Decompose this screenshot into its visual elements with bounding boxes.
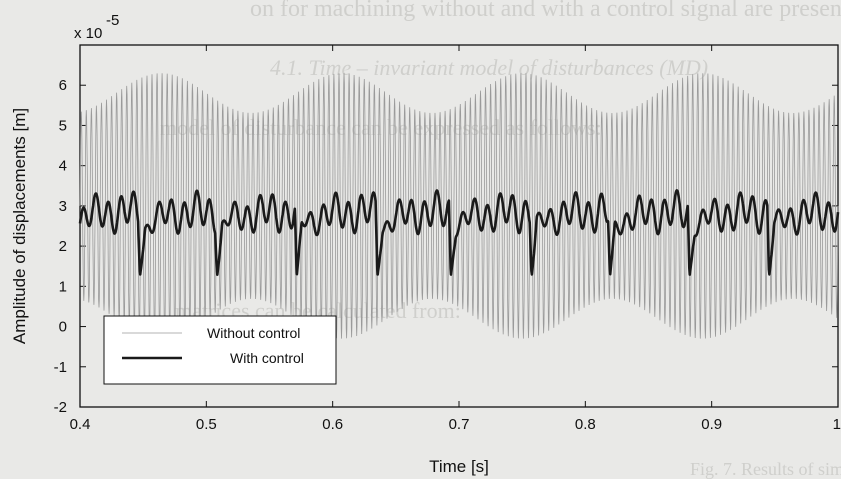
x-tick-label: 0.6 xyxy=(322,416,343,433)
y-tick-label: 5 xyxy=(59,117,67,134)
exponent-value: -5 xyxy=(106,12,119,29)
bleed-top: on for machining without and with a cont… xyxy=(250,0,841,22)
x-tick-label: 0.9 xyxy=(701,416,722,433)
legend: Without control With control xyxy=(103,315,337,385)
legend-box xyxy=(103,315,337,385)
x-tick-label: 0.8 xyxy=(575,416,596,433)
series-with-control xyxy=(78,189,840,276)
legend-label-with-control: With control xyxy=(230,350,304,366)
y-tick-label: 1 xyxy=(59,278,67,295)
x-tick-label: 0.5 xyxy=(196,416,217,433)
x-tick-label: 0.7 xyxy=(449,416,470,433)
y-tick-label: 0 xyxy=(59,319,67,336)
y-axis-ticks: -2 -1 0 1 2 3 4 5 6 xyxy=(54,77,838,416)
y-tick-label: 2 xyxy=(59,238,67,255)
x-axis-ticks: 0.4 0.5 0.6 0.7 0.8 0.9 1 xyxy=(70,45,841,433)
x-tick-label: 0.4 xyxy=(70,416,91,433)
y-tick-label: 4 xyxy=(59,158,67,175)
series-line-with-control xyxy=(78,189,840,276)
legend-label-without-control: Without control xyxy=(207,325,300,341)
bleed-bottom: Fig. 7. Results of simulation of MD with… xyxy=(690,459,841,479)
x-axis-label: Time [s] xyxy=(429,457,489,476)
y-tick-label: -1 xyxy=(54,359,67,376)
y-axis-label: Amplitude of displacements [m] xyxy=(10,108,29,344)
y-tick-label: 6 xyxy=(59,77,67,94)
y-tick-label: 3 xyxy=(59,198,67,215)
y-tick-label: -2 xyxy=(54,399,67,416)
exponent-label: x 10 xyxy=(74,25,102,42)
bleed-section: 4.1. Time – invariant model of disturban… xyxy=(270,55,708,80)
x-tick-label: 1 xyxy=(833,416,841,433)
